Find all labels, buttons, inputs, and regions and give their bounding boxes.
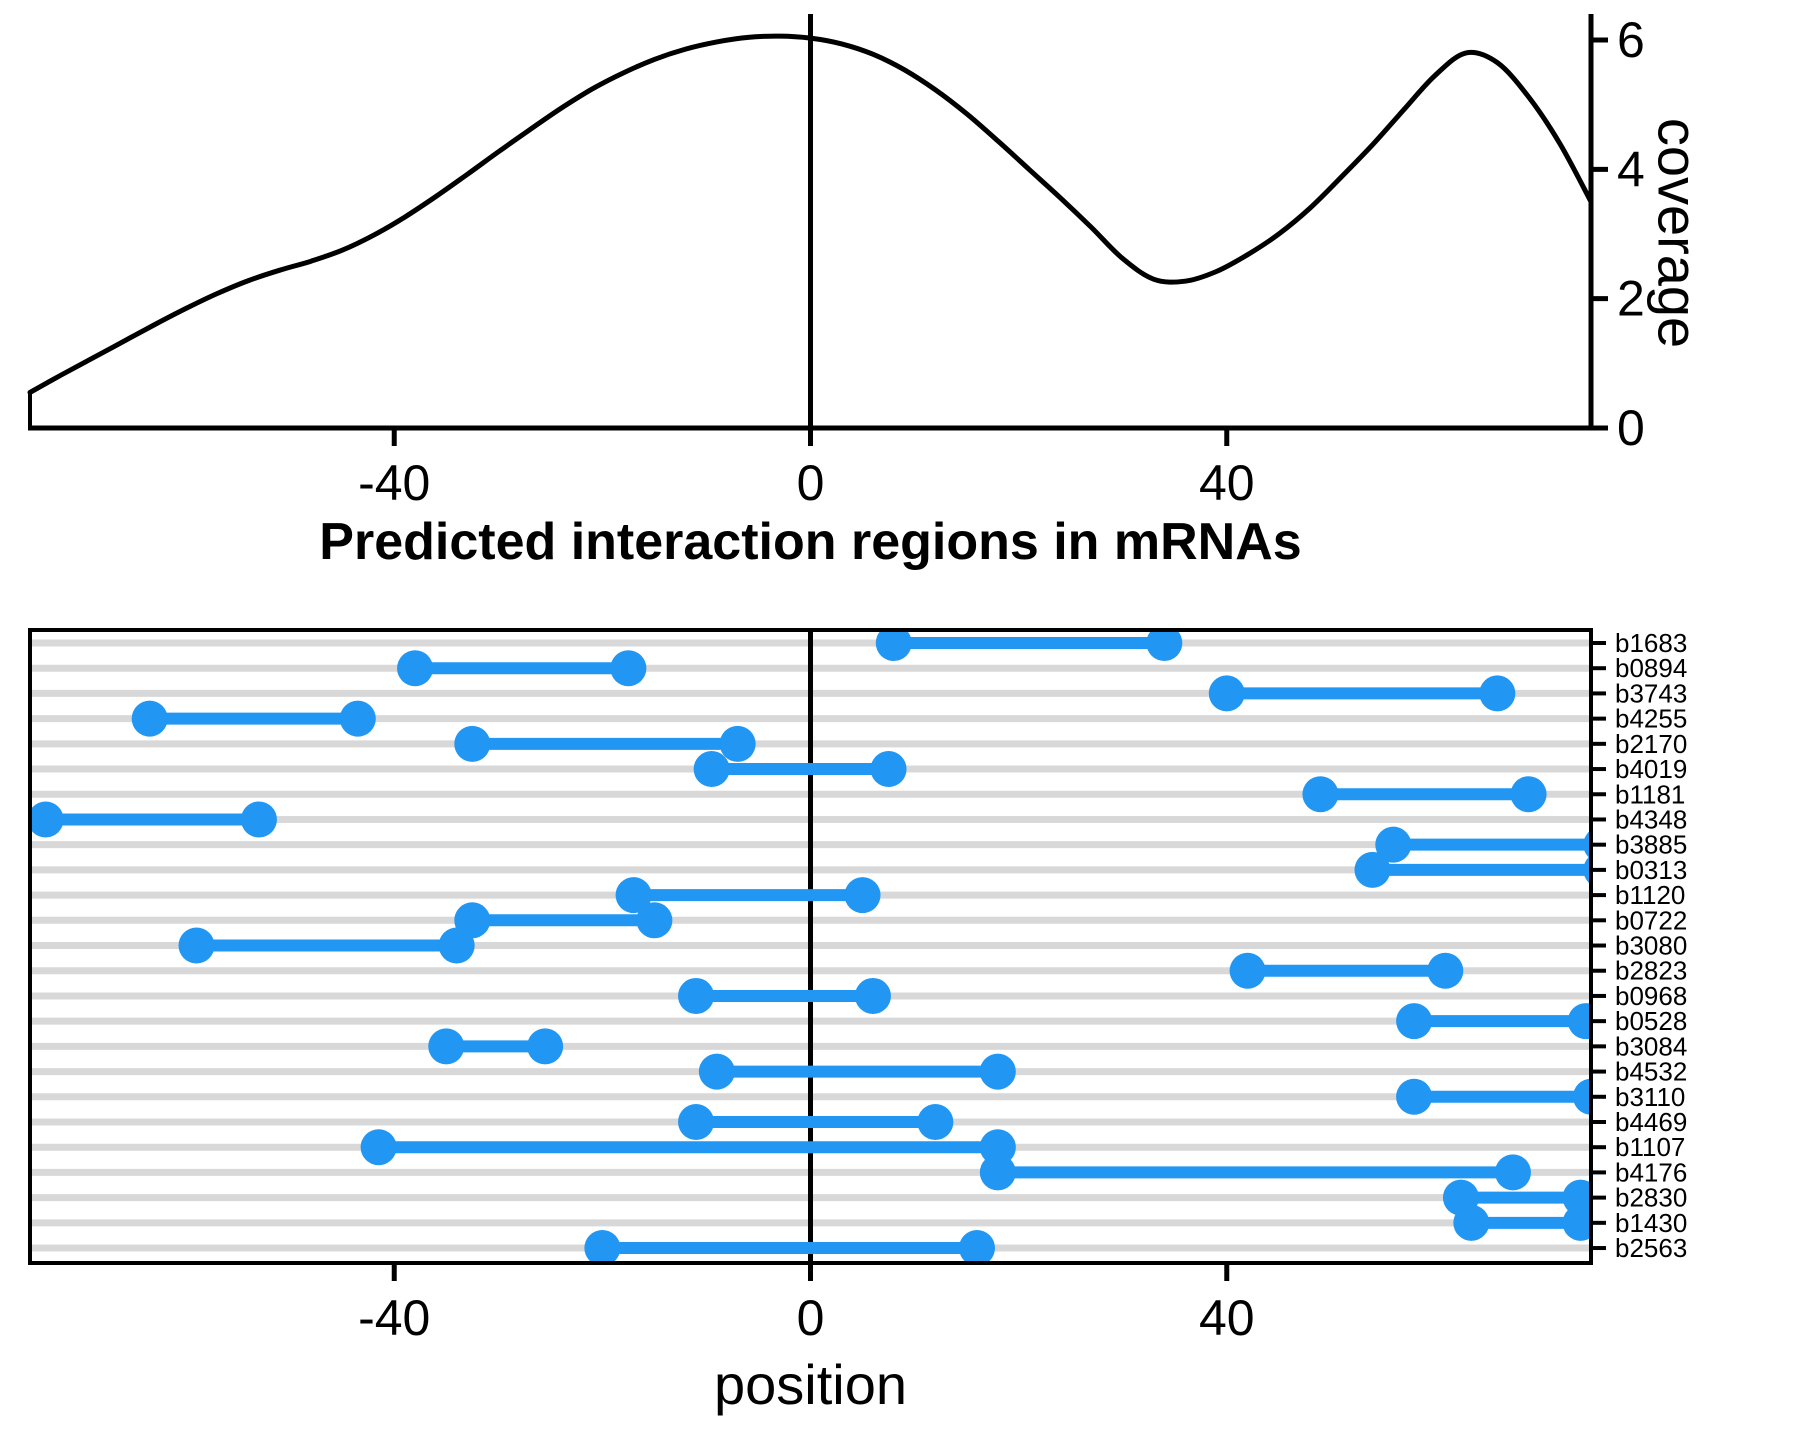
segment-end-dot [1427,952,1464,989]
row-label: b2830 [1615,1183,1687,1213]
segment-start-dot [979,1154,1016,1191]
density-curve [27,33,1594,395]
segment-end-dot [438,927,475,964]
segment-start-dot [360,1129,397,1166]
segment-start-dot [615,877,652,914]
segment-start-dot [1375,826,1412,863]
segment-start-dot [178,927,215,964]
segment-end-dot [240,801,277,838]
segment-end-dot [979,1053,1016,1090]
row-label: b4348 [1615,804,1687,834]
segment-end-dot [979,1129,1016,1166]
segment-end-dot [1567,1003,1589,1040]
segment-end-dot [1573,1078,1589,1115]
segment-start-dot [428,1028,465,1065]
row-label: b2170 [1615,729,1687,759]
coverage-tick-label: 4 [1617,141,1645,197]
segment-start-dot [1453,1204,1490,1241]
top-x-tick-label: 40 [1199,455,1255,511]
segment-start-dot [678,1103,715,1140]
segment-end-dot [1583,831,1589,858]
segment-end-dot [719,725,756,762]
segment-start-dot [32,801,64,838]
segments [32,632,1589,1261]
segment-start-dot [131,700,168,737]
row-label: b0968 [1615,981,1687,1011]
segment-end-dot [339,700,376,737]
row-label: b1181 [1615,779,1685,809]
row-label: b3110 [1615,1082,1685,1112]
segment-end-dot [1583,856,1589,883]
segment-start-dot [397,650,434,687]
segment-end-dot [610,650,647,687]
segment-end-dot [1479,675,1516,712]
segment-end-dot [1494,1154,1531,1191]
coverage-tick-label: 2 [1617,271,1645,327]
segment-start-dot [693,751,730,788]
segment-end-dot [527,1028,564,1065]
row-label: b1683 [1615,628,1687,658]
segment-end-dot [844,877,881,914]
row-label: b1430 [1615,1208,1687,1238]
row-label: b2563 [1615,1233,1687,1263]
segment-start-dot [1229,952,1266,989]
segment-end-dot [854,977,891,1014]
segment-start-dot [1354,851,1391,888]
coverage-tick-label: 0 [1617,400,1645,456]
coverage-tick-label: 6 [1617,12,1645,68]
row-label: b1120 [1615,880,1685,910]
row-label: b4255 [1615,704,1687,734]
top-x-tick-label: -40 [358,455,430,511]
segment-start-dot [1396,1003,1433,1040]
position-axis-label: position [713,1353,908,1416]
segment-start-dot [584,1230,621,1261]
row-label: b2823 [1615,956,1687,986]
row-label: b4469 [1615,1107,1687,1137]
segment-start-dot [678,977,715,1014]
row-label: b3084 [1615,1031,1687,1061]
segment-end-dot [959,1230,996,1261]
segment-end-dot [636,902,673,939]
segment-end-dot [1510,776,1547,813]
row-label: b3885 [1615,830,1687,860]
segment-start-dot [1396,1078,1433,1115]
segment-start-dot [875,632,912,661]
chart-title: Predicted interaction regions in mRNAs [319,513,1302,571]
segment-end-dot [1562,1204,1589,1241]
row-label: b3743 [1615,678,1687,708]
row-label: b4019 [1615,754,1687,784]
top-x-tick-label: 0 [797,455,825,511]
segment-start-dot [1208,675,1245,712]
row-label: b0722 [1615,905,1687,935]
bottom-x-tick-label: 40 [1199,1290,1255,1346]
segment-start-dot [454,725,491,762]
regions-panel: b1683b0894b3743b4255b2170b4019b1181b4348… [28,628,1687,1346]
row-label: b4176 [1615,1157,1687,1187]
segment-start-dot [698,1053,735,1090]
segment-end-dot [870,751,907,788]
row-label: b0894 [1615,653,1687,683]
coverage-panel: -40 0 40 0 2 4 6 [27,12,1645,511]
row-label: b0528 [1615,1006,1687,1036]
segment-start-dot [1302,776,1339,813]
row-label: b1107 [1615,1132,1685,1162]
row-label: b4532 [1615,1057,1687,1087]
row-label: b3080 [1615,931,1687,961]
segment-end-dot [917,1103,954,1140]
row-label: b0313 [1615,855,1687,885]
segment-end-dot [1146,632,1183,661]
bottom-x-tick-label: -40 [358,1290,430,1346]
coverage-axis-label: coverage [1646,117,1710,349]
bottom-x-tick-label: 0 [797,1290,825,1346]
